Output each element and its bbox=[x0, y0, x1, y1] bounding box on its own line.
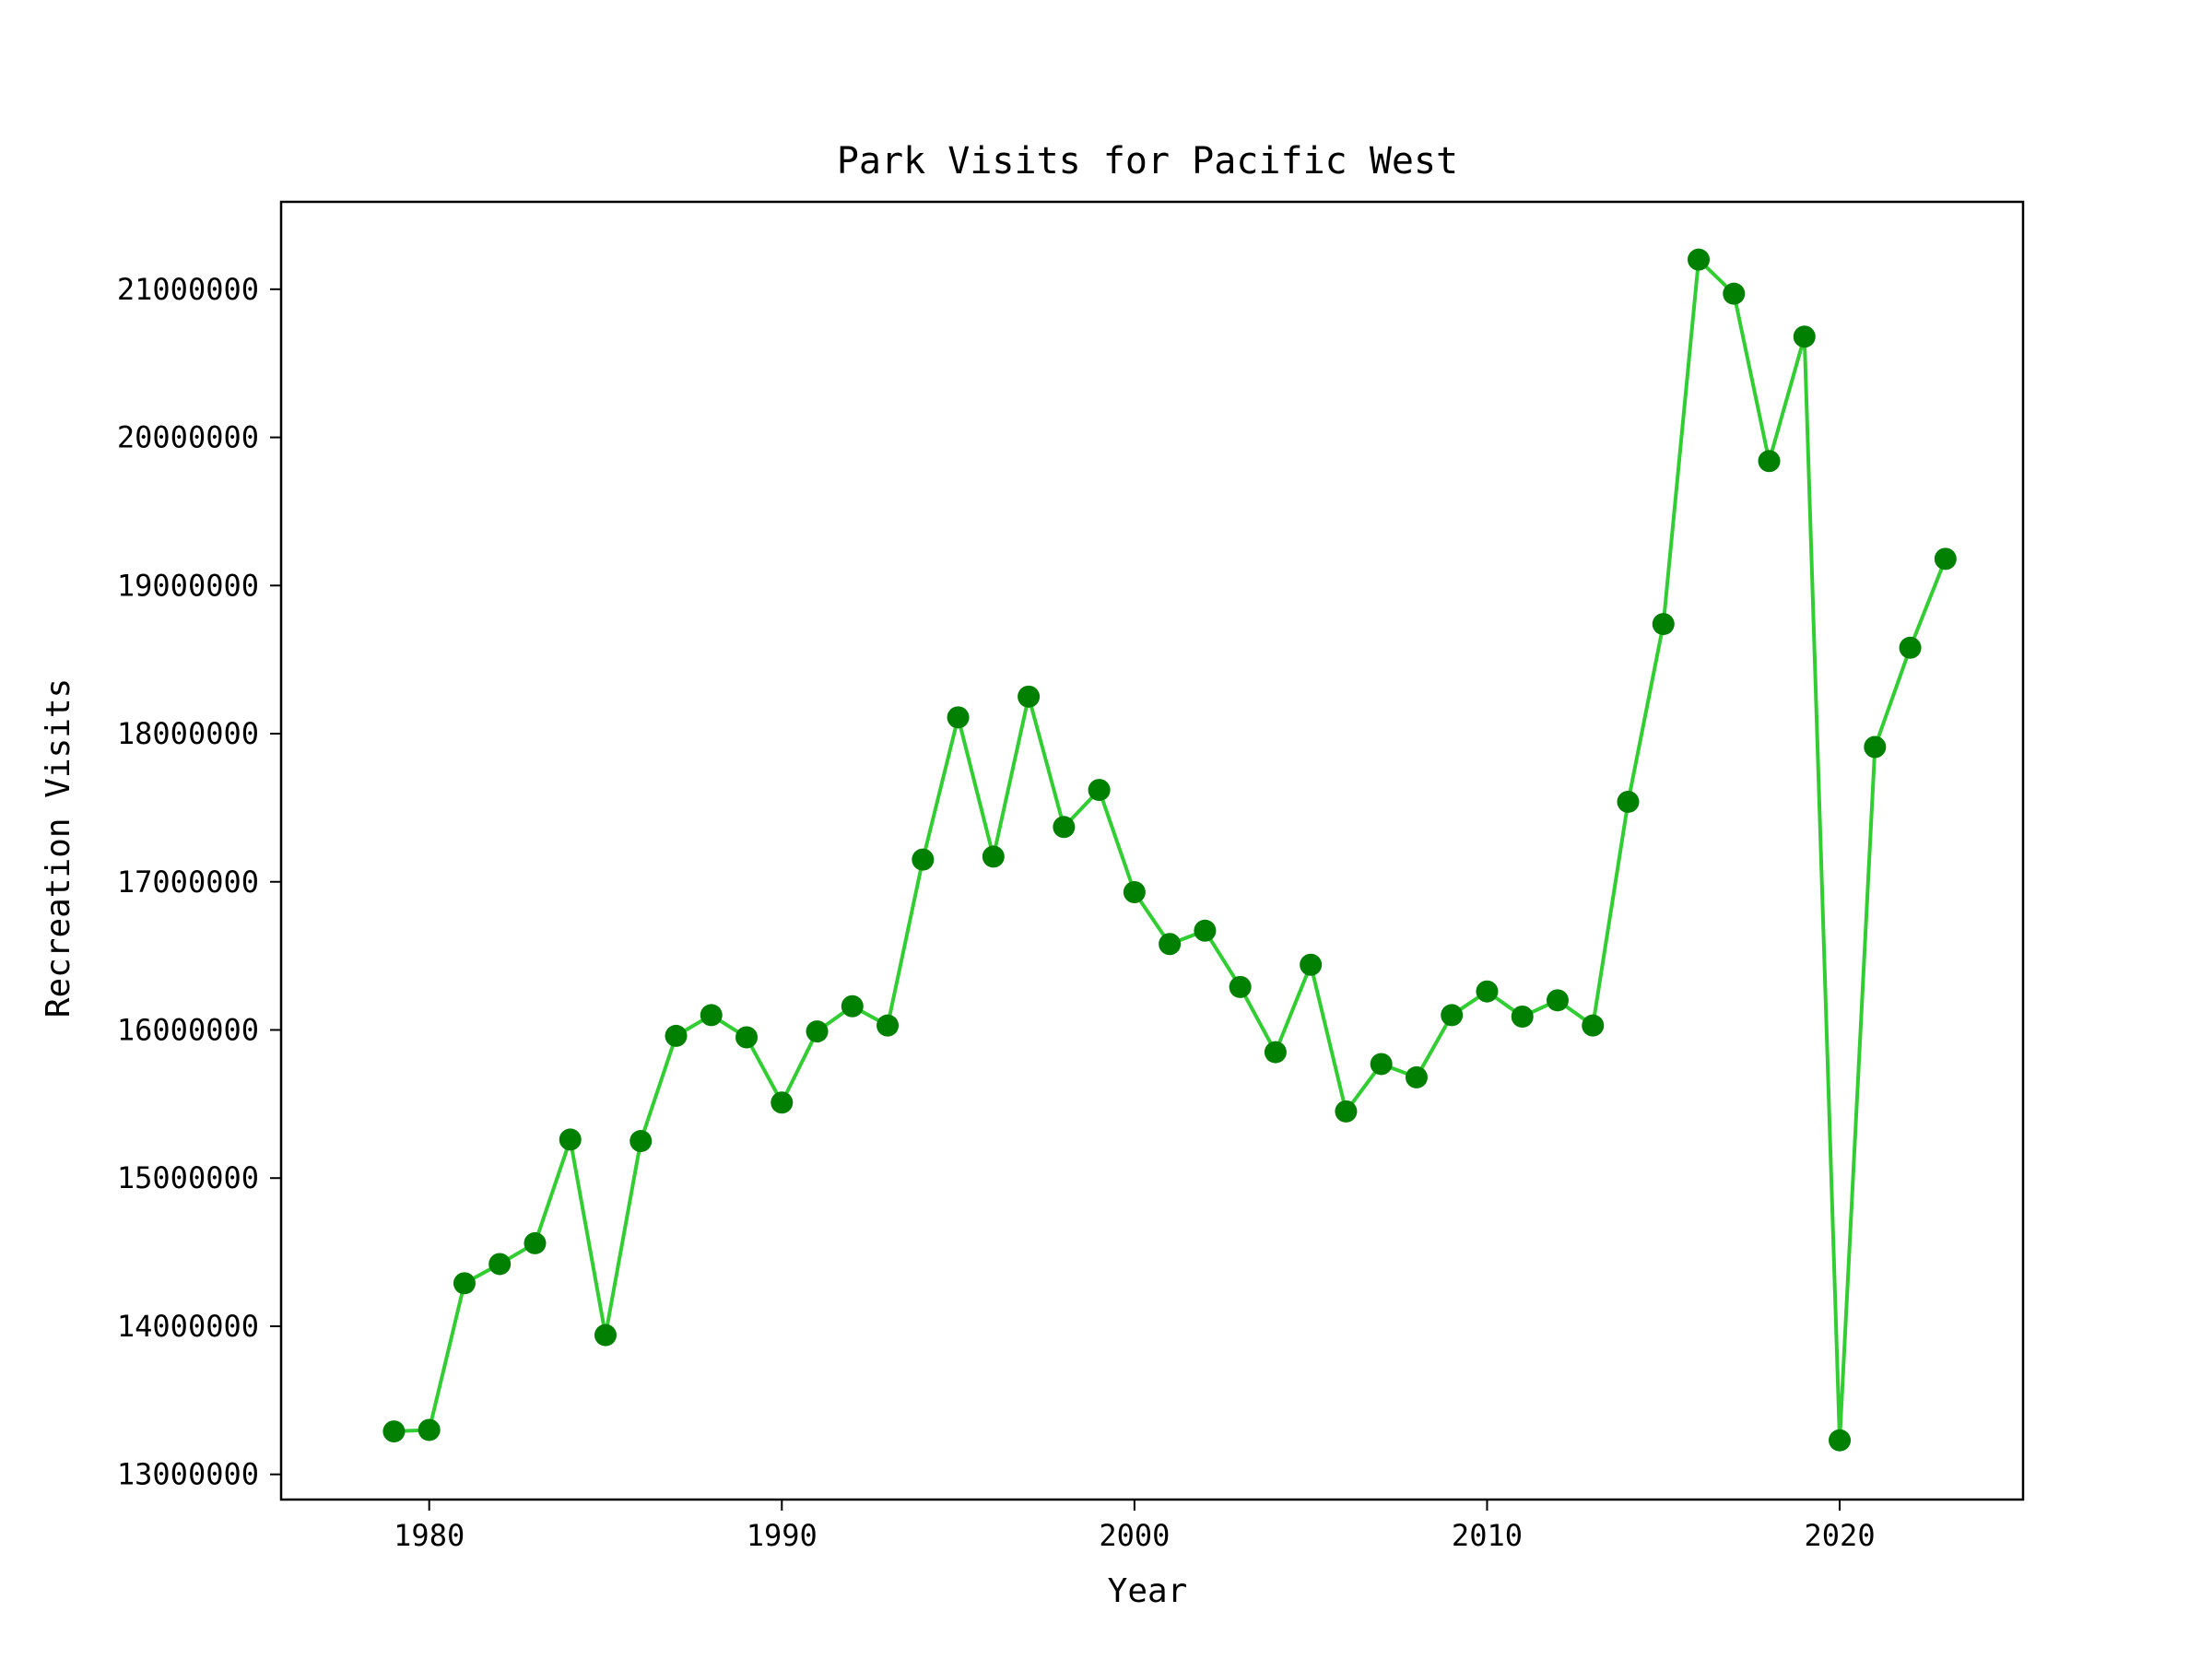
data-point bbox=[1476, 980, 1499, 1003]
data-point bbox=[982, 845, 1005, 868]
data-point bbox=[1652, 613, 1675, 636]
data-point bbox=[594, 1324, 617, 1347]
data-point bbox=[1617, 790, 1640, 813]
data-point bbox=[1546, 989, 1569, 1012]
data-point bbox=[665, 1024, 688, 1047]
x-tick-label: 2000 bbox=[1099, 1518, 1170, 1553]
data-point bbox=[488, 1253, 512, 1276]
data-point bbox=[1793, 325, 1816, 348]
data-point bbox=[1229, 975, 1252, 998]
data-point bbox=[1088, 779, 1111, 802]
plot-area bbox=[279, 200, 2025, 1501]
x-axis: 1980 1990 2000 2010 2020 bbox=[394, 1500, 1876, 1553]
data-point bbox=[1405, 1065, 1428, 1088]
y-tick-label: 16000000 bbox=[117, 1012, 259, 1047]
data-point bbox=[629, 1130, 653, 1153]
x-tick-label: 2010 bbox=[1452, 1518, 1523, 1553]
data-point bbox=[806, 1020, 829, 1043]
y-tick-label: 21000000 bbox=[117, 272, 259, 307]
data-point bbox=[1934, 547, 1957, 571]
data-point bbox=[912, 848, 935, 871]
data-point bbox=[877, 1014, 900, 1037]
y-tick-label: 15000000 bbox=[117, 1160, 259, 1195]
x-tick-label: 1980 bbox=[394, 1518, 465, 1553]
data-point bbox=[1370, 1053, 1393, 1076]
data-point bbox=[841, 994, 864, 1018]
data-point bbox=[1582, 1014, 1605, 1037]
data-point bbox=[1511, 1006, 1534, 1029]
data-point bbox=[1441, 1004, 1464, 1027]
y-tick-label: 17000000 bbox=[117, 865, 259, 900]
y-tick-label: 20000000 bbox=[117, 420, 259, 455]
y-tick-label: 18000000 bbox=[117, 716, 259, 751]
data-point bbox=[1194, 919, 1217, 942]
chart-title: Park Visits for Pacific West bbox=[837, 140, 1458, 182]
data-point bbox=[735, 1026, 759, 1049]
data-point bbox=[1159, 933, 1182, 956]
data-point bbox=[559, 1128, 582, 1151]
data-point bbox=[1018, 685, 1041, 708]
x-axis-label: Year bbox=[1108, 1572, 1188, 1610]
y-tick-label: 13000000 bbox=[117, 1457, 259, 1492]
data-point bbox=[1829, 1429, 1852, 1452]
y-axis: 13000000 14000000 15000000 16000000 17000000… bbox=[117, 272, 281, 1492]
data-point bbox=[382, 1420, 406, 1443]
plot-frame bbox=[279, 200, 2025, 1501]
data-point bbox=[418, 1418, 441, 1441]
data-point bbox=[1053, 816, 1076, 839]
data-point bbox=[1723, 282, 1746, 305]
x-tick-label: 2020 bbox=[1805, 1518, 1876, 1553]
data-point bbox=[1758, 450, 1781, 473]
data-point bbox=[947, 706, 970, 729]
y-tick-label: 19000000 bbox=[117, 568, 259, 603]
y-axis-label: Recreation Visits bbox=[40, 678, 77, 1018]
x-tick-label: 1990 bbox=[747, 1518, 818, 1553]
y-tick-label: 14000000 bbox=[117, 1309, 259, 1344]
data-point bbox=[771, 1091, 794, 1114]
data-point bbox=[1864, 735, 1887, 759]
data-point bbox=[1264, 1041, 1287, 1064]
data-point bbox=[1300, 953, 1323, 976]
data-point bbox=[1899, 636, 1922, 659]
data-point bbox=[1335, 1100, 1358, 1123]
data-point bbox=[1123, 881, 1146, 904]
data-point bbox=[700, 1004, 723, 1027]
data-point bbox=[453, 1272, 476, 1295]
data-point bbox=[1688, 248, 1711, 271]
data-point bbox=[524, 1231, 547, 1254]
